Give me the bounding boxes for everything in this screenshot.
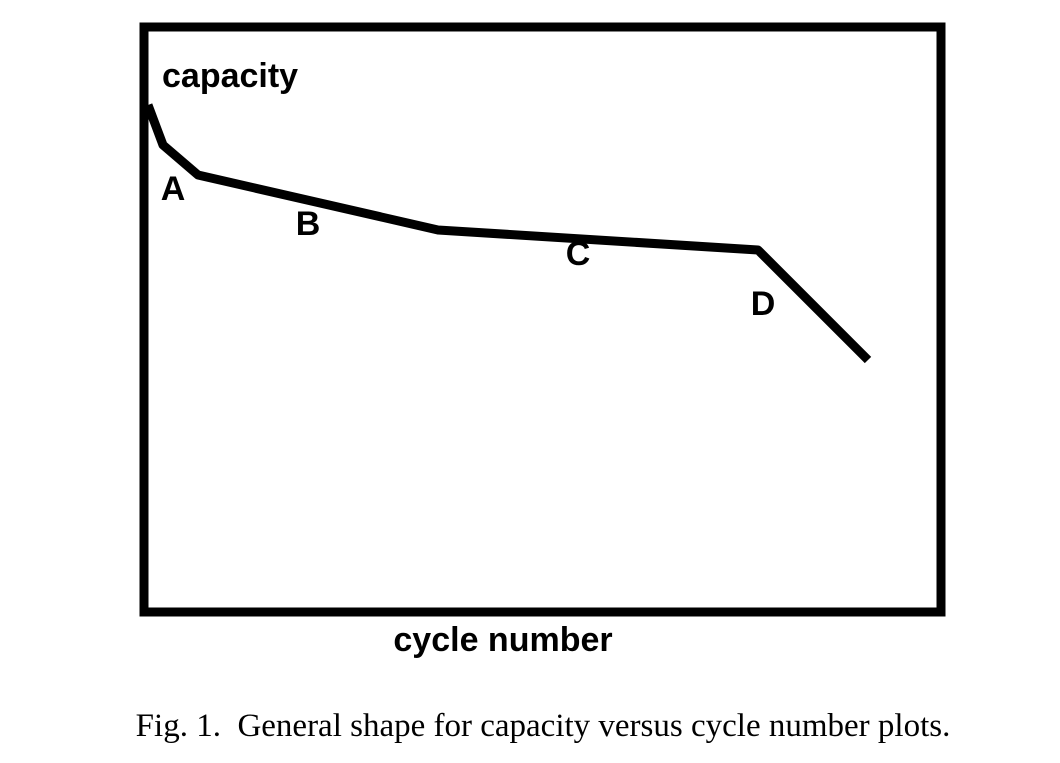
plot-frame (139, 22, 946, 617)
figure-caption: Fig. 1. General shape for capacity versu… (136, 708, 951, 744)
y-axis-label: capacity (162, 57, 298, 95)
region-label-d: D (751, 285, 776, 323)
region-label-c: C (566, 235, 591, 273)
region-label-a: A (161, 170, 186, 208)
x-axis-label: cycle number (393, 621, 612, 659)
curve-layer (143, 103, 872, 364)
capacity-curve-line (143, 103, 872, 364)
region-label-b: B (296, 205, 321, 243)
annotation-layer: A B C D (161, 170, 776, 323)
